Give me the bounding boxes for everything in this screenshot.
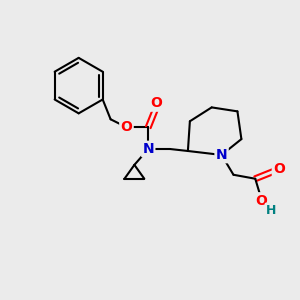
Text: N: N	[142, 142, 154, 156]
Text: O: O	[150, 96, 162, 110]
Text: N: N	[216, 148, 227, 162]
Text: O: O	[273, 162, 285, 176]
Text: O: O	[255, 194, 267, 208]
Text: H: H	[266, 204, 276, 217]
Text: O: O	[121, 120, 132, 134]
